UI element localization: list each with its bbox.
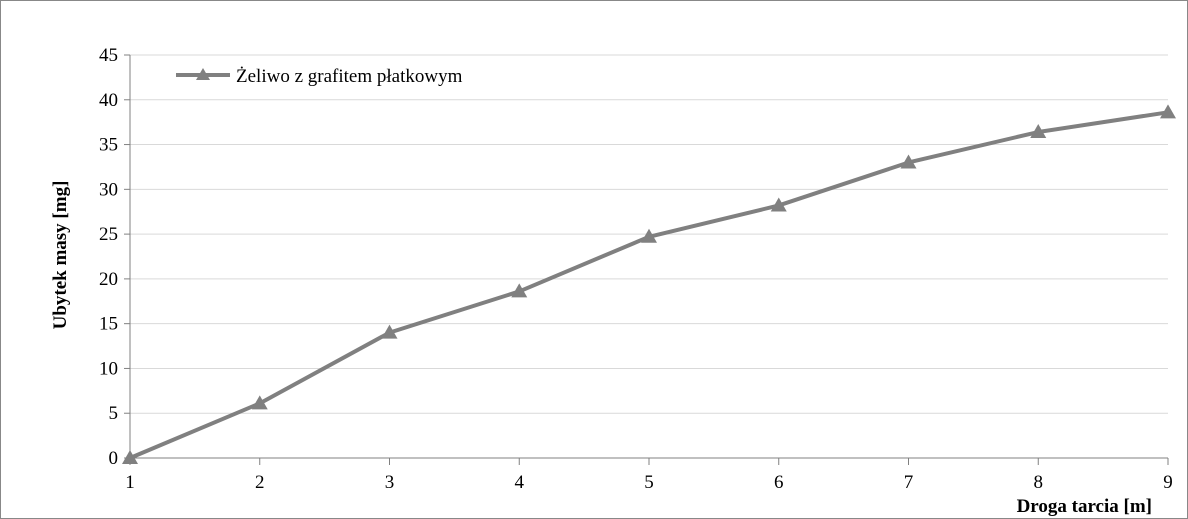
x-tick-label: 7 <box>904 472 914 493</box>
y-tick-label: 20 <box>99 269 118 290</box>
y-tick-label: 5 <box>109 403 119 424</box>
x-tick-label: 8 <box>1034 472 1044 493</box>
x-tick-label: 3 <box>385 472 395 493</box>
y-tick-label: 0 <box>109 448 119 469</box>
y-tick-label: 25 <box>99 224 118 245</box>
x-tick-label: 6 <box>774 472 784 493</box>
data-point-marker <box>900 154 917 169</box>
gridlines <box>130 54 1168 414</box>
x-tick-label: 9 <box>1163 472 1173 493</box>
legend-marker <box>196 68 210 80</box>
y-tick-label: 40 <box>99 90 118 111</box>
data-point-marker <box>770 197 787 212</box>
data-point-marker <box>251 395 268 410</box>
y-tick-label: 30 <box>99 179 118 200</box>
series-layer <box>122 104 1176 464</box>
data-point-marker <box>122 450 138 464</box>
y-tick-label: 15 <box>99 314 118 335</box>
x-tick-label: 1 <box>125 472 135 493</box>
x-tick-label: 2 <box>255 472 265 493</box>
data-point-marker <box>641 228 657 243</box>
y-tick-label: 10 <box>99 358 118 379</box>
legend-label: Żeliwo z grafitem płatkowym <box>236 66 463 87</box>
y-axis-title: Ubytek masy [mg] <box>50 181 71 330</box>
legend: Żeliwo z grafitem płatkowym <box>176 66 463 87</box>
x-tick-label: 4 <box>515 472 525 493</box>
y-tick-label: 35 <box>99 135 118 156</box>
x-tick-label: 5 <box>644 472 654 493</box>
data-point-marker <box>381 324 398 339</box>
x-axis-title: Droga tarcia [m] <box>1017 496 1152 517</box>
y-tick-label: 45 <box>99 45 118 66</box>
data-point-marker <box>1160 104 1176 119</box>
data-point-marker <box>511 283 528 298</box>
data-point-marker <box>1030 124 1047 139</box>
